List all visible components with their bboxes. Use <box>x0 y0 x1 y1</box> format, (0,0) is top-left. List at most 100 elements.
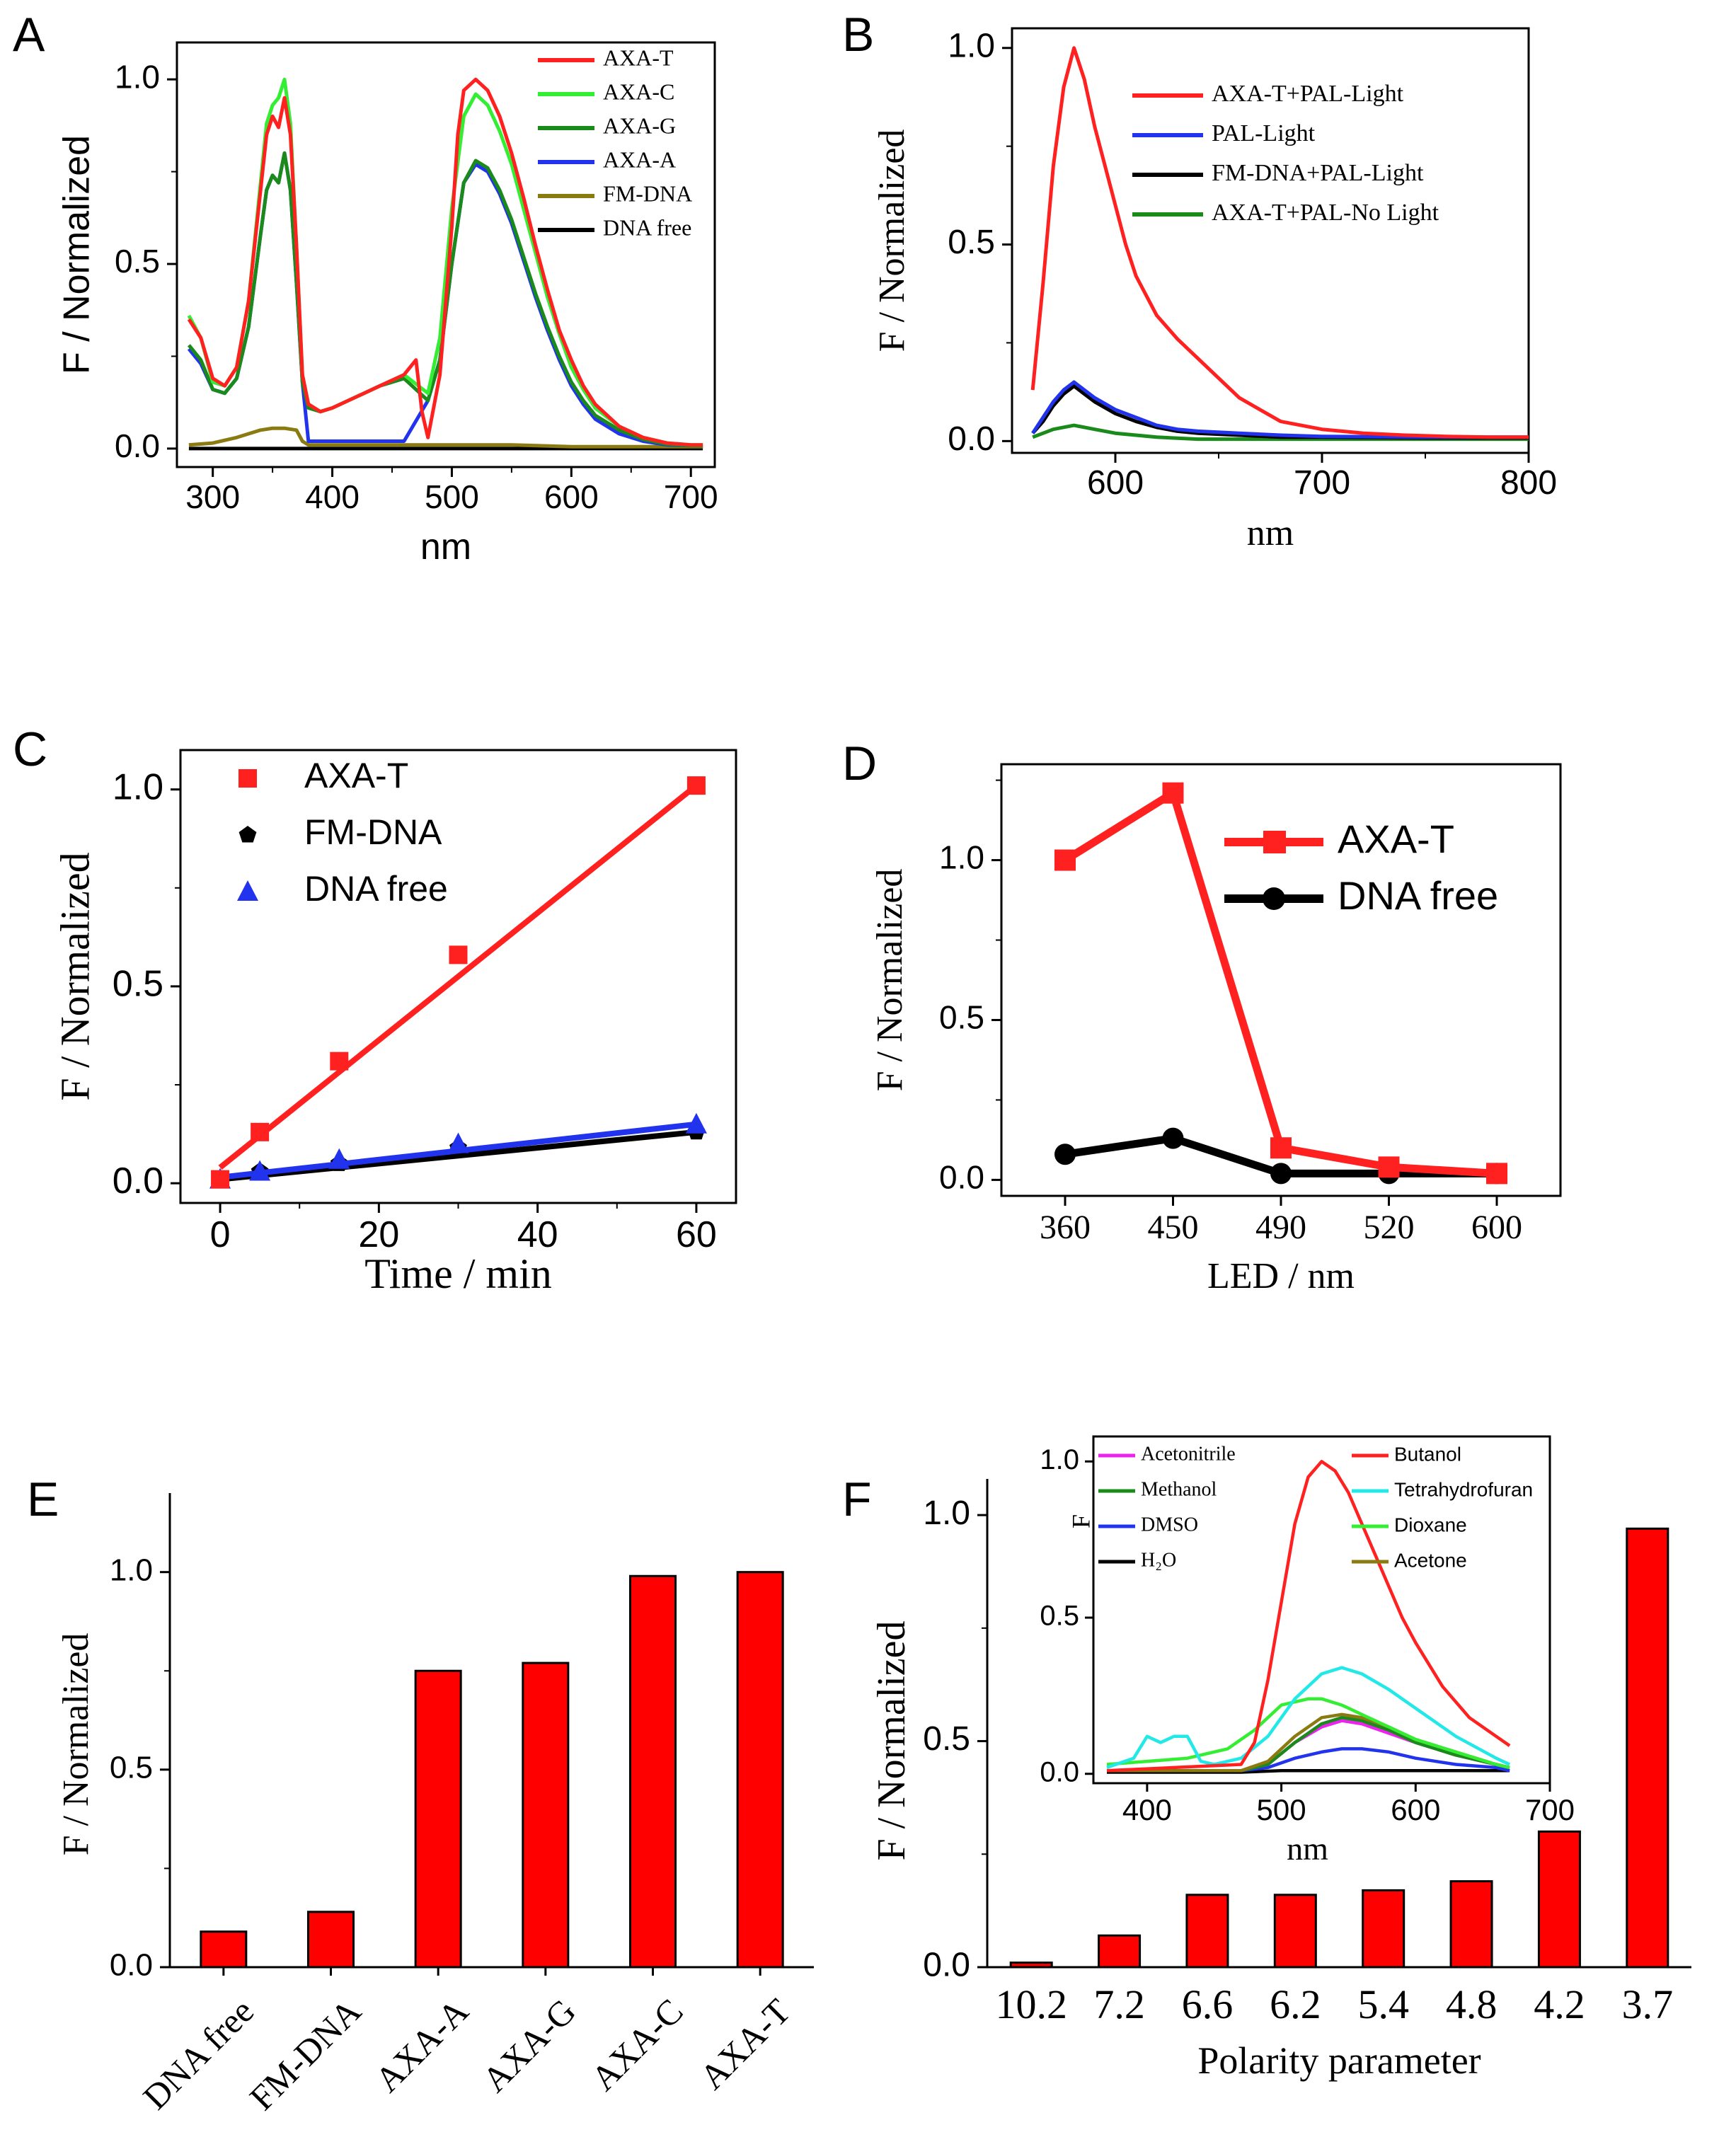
panel-e-bar <box>307 1911 355 1969</box>
panel-f-bar <box>1449 1880 1493 1969</box>
panel-e-bars <box>200 1571 784 1969</box>
panel-d-ytick-label: 1.0 <box>939 839 984 876</box>
panel-f-inset-legend-label: DMSO <box>1141 1514 1198 1536</box>
panel-b-legend: AXA-T+PAL-Light PAL-Light FM-DNA+PAL-Light… <box>1132 81 1439 226</box>
panel-a-ytick-label: 1.0 <box>115 58 160 95</box>
panel-b-ytick-label: 0.0 <box>948 420 995 458</box>
panel-c-point <box>685 1112 707 1134</box>
panel-d-ylabel: F / Normalized <box>870 869 910 1092</box>
panel-f-bar <box>1626 1527 1669 1969</box>
panel-e-bar <box>736 1571 784 1969</box>
panel-c-point <box>211 1170 230 1189</box>
panel-f-xtick-label: 6.2 <box>1270 1981 1321 2027</box>
panel-d-legend: AXA-T DNA free <box>1224 817 1498 918</box>
panel-b-ytick-label: 0.5 <box>948 224 995 261</box>
panel-f-xtick-label: 6.6 <box>1182 1981 1234 2027</box>
panel-d-point <box>1054 849 1076 871</box>
panel-f-inset-xtick-label: 600 <box>1391 1793 1440 1826</box>
panel-f-xtick-label: 10.2 <box>995 1981 1067 2027</box>
panel-d-xlabel: LED / nm <box>1207 1256 1355 1296</box>
panel-f-inset-xtick-label: 500 <box>1257 1793 1306 1826</box>
panel-f-inset-ytick-label: 1.0 <box>1040 1444 1079 1475</box>
panel-f-inset-legend-label: Methanol <box>1141 1478 1217 1500</box>
panel-a-xtick-label: 500 <box>425 478 479 515</box>
panel-f-ytick-label: 1.0 <box>923 1494 970 1532</box>
panel-b-frame <box>1011 27 1530 454</box>
panel-d-letter: D <box>842 737 877 790</box>
panel-a-xtick-label: 600 <box>544 478 599 515</box>
panel-f-inset-line <box>1106 1460 1511 1773</box>
panel-e-ylabel: F / Normalized <box>56 1633 96 1856</box>
panel-d-xtick-label: 450 <box>1148 1209 1199 1246</box>
panel-c-point <box>449 945 468 964</box>
panel-b-legend-label: AXA-T+PAL-No Light <box>1212 200 1439 226</box>
panel-e-letter: E <box>27 1473 59 1526</box>
panel-f-inset-xtick-label: 700 <box>1525 1793 1575 1826</box>
panel-f-bars <box>1009 1527 1669 1969</box>
panel-d-frame <box>1000 763 1562 1197</box>
panel-d-point <box>1162 782 1184 804</box>
panel-a-series <box>187 77 703 451</box>
panel-f-bar <box>1362 1889 1406 1969</box>
panel-a-xtick-label: 700 <box>664 478 718 515</box>
panel-a-xtick-label: 300 <box>185 478 240 515</box>
panel-a-ytick-label: 0.5 <box>115 243 160 280</box>
panel-f-inset-line <box>1106 1666 1511 1770</box>
panel-f-inset-legend: Acetonitrile Methanol DMSO H₂O Butanol Tetrah… <box>1098 1443 1533 1571</box>
panel-a-legend-label: AXA-G <box>603 113 676 138</box>
panel-f-inset-legend-label: Acetonitrile <box>1141 1443 1236 1465</box>
panel-e-xtick-label: FM-DNA <box>242 1991 369 2118</box>
panel-d-xtick-label: 520 <box>1364 1209 1415 1246</box>
panel-d-series <box>1054 782 1507 1185</box>
panel-f-inset-legend-label: H₂O <box>1141 1549 1176 1571</box>
panel-d-legend-label: DNA free <box>1338 873 1498 918</box>
panel-e-ytick-label: 0.0 <box>110 1948 153 1983</box>
panel-c-point <box>447 1132 469 1153</box>
panel-f-ytick-label: 0.0 <box>923 1947 970 1984</box>
panel-c-point <box>330 1052 349 1071</box>
panel-c-xtick-label: 20 <box>358 1214 399 1255</box>
panel-d-legend-marker <box>1263 887 1285 910</box>
panel-b-line-0 <box>1030 46 1529 439</box>
panel-e-bar <box>414 1669 462 1969</box>
panel-f-ytick-label: 0.5 <box>923 1720 970 1758</box>
panel-f-bar <box>1273 1894 1317 1969</box>
panel-b-legend-label: PAL-Light <box>1212 120 1316 146</box>
panel-c-letter: C <box>13 722 47 776</box>
panel-f-axes: 0.0 0.5 1.0 F / Normalized 10.2 7.2 6.6 6.2 5.4 4… <box>870 1479 1691 2082</box>
panel-d-axes: 0.0 0.5 1.0 360 450 490 520 600 LED / nm F / Norm… <box>870 763 1562 1296</box>
panel-a-line-fm-dna <box>188 426 703 449</box>
panel-c-legend-label: AXA-T <box>304 756 408 795</box>
panel-c-legend-marker <box>237 880 258 901</box>
panel-f-inset-ytick-label: 0.5 <box>1040 1601 1079 1632</box>
panel-f-ylabel: F / Normalized <box>870 1620 914 1860</box>
panel-b-ytick-label: 1.0 <box>948 27 995 64</box>
panel-e-xtick-label: AXA-C <box>583 1991 691 2099</box>
panel-b-series <box>1030 46 1529 442</box>
panel-e-xtick-label: AXA-A <box>367 1991 476 2100</box>
panel-f-xtick-label: 7.2 <box>1093 1981 1145 2027</box>
panel-f-inset-ytick-label: 0.0 <box>1040 1756 1079 1787</box>
panel-d-point <box>1054 1144 1076 1165</box>
panel-b-xlabel: nm <box>1247 513 1294 553</box>
panel-f-inset-legend-label: Acetone <box>1394 1549 1467 1571</box>
panel-e-ytick-label: 1.0 <box>110 1553 153 1587</box>
panel-a-ytick-label: 0.0 <box>115 427 160 464</box>
panel-d-ytick-label: 0.0 <box>939 1159 984 1196</box>
panel-f-inset: 0.0 0.5 1.0 400 500 600 700 nm F <box>1040 1435 1575 1867</box>
panel-d-point <box>1378 1156 1400 1178</box>
panel-c-fit-line <box>219 1129 697 1182</box>
panel-f-bar <box>1185 1894 1229 1969</box>
panel-c-xtick-label: 40 <box>517 1214 558 1255</box>
panel-f-xtick-label: 5.4 <box>1357 1981 1409 2027</box>
panel-f-inset-legend-label: Tetrahydrofuran <box>1394 1478 1533 1500</box>
panel-e-xtick-label: AXA-G <box>475 1991 584 2100</box>
panel-d-xtick-label: 360 <box>1040 1209 1091 1246</box>
panel-a-legend-label: FM-DNA <box>603 180 692 206</box>
panel-e-bar <box>200 1930 248 1969</box>
panel-c-legend-label: DNA free <box>304 869 448 909</box>
panel-c-fit-line <box>218 783 699 1170</box>
panel-a-ylabel: F / Normalized <box>57 135 98 374</box>
panel-b-line-1 <box>1031 380 1529 439</box>
panel-c-series <box>209 776 707 1189</box>
